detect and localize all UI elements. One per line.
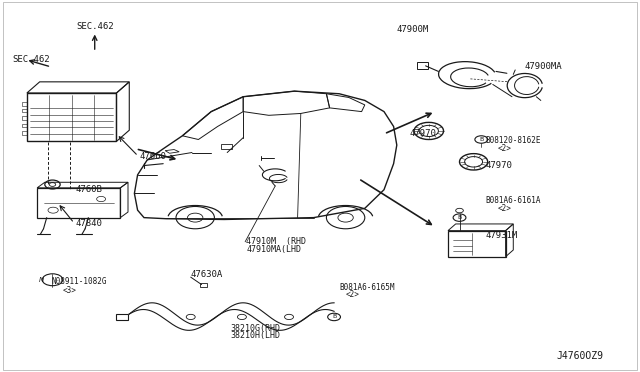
Bar bbox=[22, 102, 27, 106]
Text: <2>: <2> bbox=[346, 290, 360, 299]
Text: SEC.462: SEC.462 bbox=[13, 55, 51, 64]
Bar bbox=[22, 116, 27, 120]
Text: B081A6-6165M: B081A6-6165M bbox=[339, 283, 395, 292]
Text: 38210H(LHD: 38210H(LHD bbox=[230, 331, 280, 340]
Bar bbox=[37, 188, 120, 218]
Text: 47970: 47970 bbox=[485, 161, 512, 170]
Text: J4760OZ9: J4760OZ9 bbox=[557, 352, 604, 361]
Text: B: B bbox=[458, 215, 461, 220]
Bar bbox=[22, 109, 27, 112]
Text: SEC.462: SEC.462 bbox=[76, 22, 113, 31]
Bar bbox=[22, 131, 27, 135]
Text: <2>: <2> bbox=[498, 144, 512, 153]
Text: <3>: <3> bbox=[63, 286, 77, 295]
Bar bbox=[417, 62, 428, 69]
Text: <2>: <2> bbox=[498, 204, 512, 213]
Text: 47900MA: 47900MA bbox=[525, 62, 563, 71]
Text: B08120-8162E: B08120-8162E bbox=[485, 136, 541, 145]
Text: 4760B: 4760B bbox=[76, 185, 102, 194]
Text: 47910M  (RHD: 47910M (RHD bbox=[246, 237, 307, 246]
Text: 47630A: 47630A bbox=[191, 270, 223, 279]
Text: N: N bbox=[38, 277, 44, 283]
Text: 47931M: 47931M bbox=[485, 231, 517, 240]
Text: N08911-1082G: N08911-1082G bbox=[51, 278, 107, 286]
Bar bbox=[221, 144, 232, 149]
Bar bbox=[200, 283, 207, 287]
Text: B081A6-6161A: B081A6-6161A bbox=[485, 196, 541, 205]
Text: 47970: 47970 bbox=[410, 129, 436, 138]
Text: B: B bbox=[332, 314, 336, 320]
Text: 47840: 47840 bbox=[76, 219, 102, 228]
Bar bbox=[22, 124, 27, 127]
Text: 47910MA(LHD: 47910MA(LHD bbox=[246, 246, 301, 254]
Text: 47900M: 47900M bbox=[397, 25, 429, 34]
Text: B: B bbox=[479, 137, 483, 142]
Text: 38210G(RHD: 38210G(RHD bbox=[230, 324, 280, 333]
Bar bbox=[116, 314, 128, 320]
Bar bbox=[27, 93, 116, 141]
Text: 47660: 47660 bbox=[140, 152, 166, 161]
Bar bbox=[448, 231, 506, 257]
